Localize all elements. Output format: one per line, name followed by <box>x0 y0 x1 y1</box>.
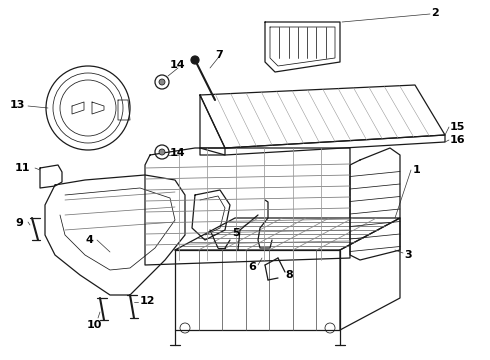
Text: 2: 2 <box>431 8 439 18</box>
Circle shape <box>191 56 199 64</box>
Text: 5: 5 <box>232 228 240 238</box>
Text: 14: 14 <box>170 60 186 70</box>
Text: 4: 4 <box>85 235 93 245</box>
Text: 12: 12 <box>140 296 155 306</box>
Text: 3: 3 <box>404 250 412 260</box>
Text: 1: 1 <box>413 165 421 175</box>
Text: 8: 8 <box>285 270 293 280</box>
Circle shape <box>159 149 165 155</box>
Text: 10: 10 <box>87 320 102 330</box>
Circle shape <box>159 79 165 85</box>
Text: 16: 16 <box>450 135 465 145</box>
Text: 15: 15 <box>450 122 465 132</box>
Text: 7: 7 <box>215 50 223 60</box>
Text: 9: 9 <box>15 218 23 228</box>
Text: 11: 11 <box>15 163 30 173</box>
Text: 13: 13 <box>10 100 25 110</box>
Text: 14: 14 <box>170 148 186 158</box>
Text: 6: 6 <box>248 262 256 272</box>
